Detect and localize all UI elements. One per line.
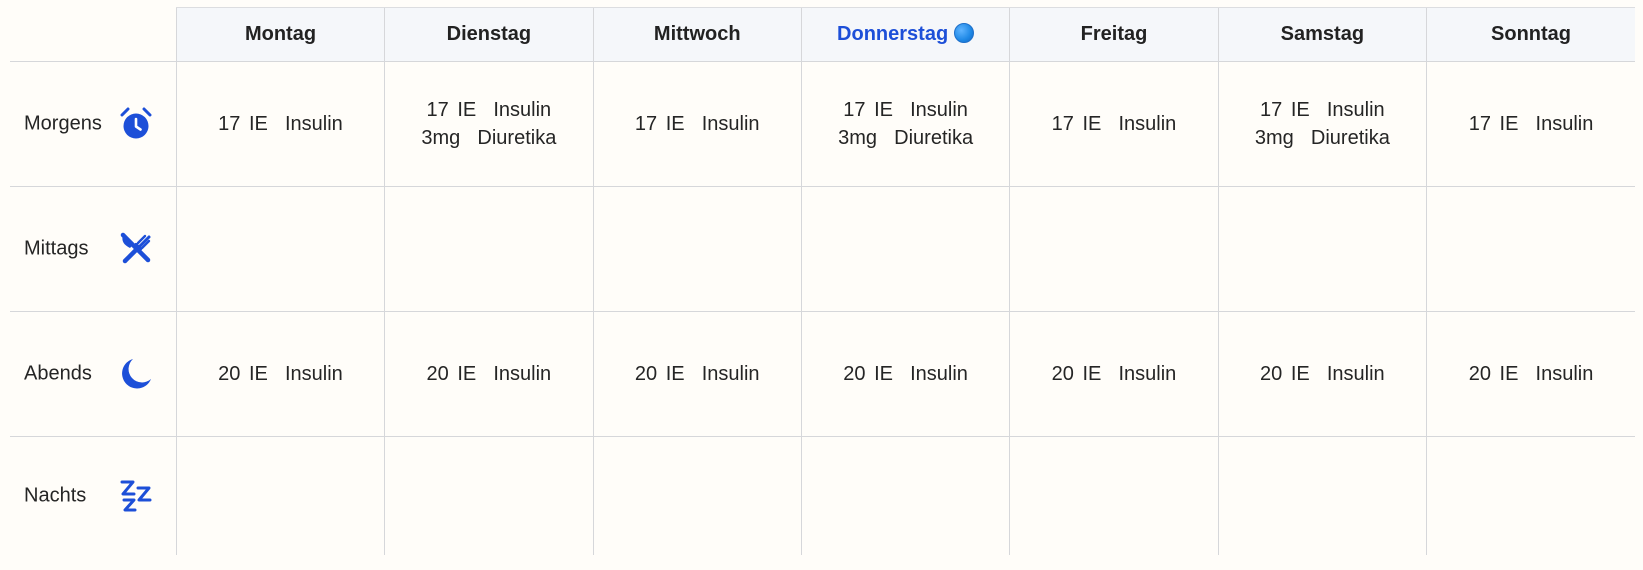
dose-line: 17 IE Insulin	[634, 113, 760, 135]
schedule-cell[interactable]	[592, 436, 802, 555]
header-row: Montag Dienstag Mittwoch Donnerstag Frei…	[10, 7, 1635, 62]
schedule-cell[interactable]	[1009, 186, 1219, 312]
alarm-clock-icon	[118, 106, 154, 142]
dose-line: 17 IE Insulin	[1051, 113, 1177, 135]
row-label: Abends	[24, 362, 92, 385]
fork-knife-icon	[118, 231, 154, 267]
day-label: Donnerstag	[837, 23, 949, 45]
day-label: Sonntag	[1491, 23, 1572, 45]
row-label-cell: Nachts	[10, 437, 176, 556]
schedule-cell[interactable]	[592, 186, 802, 312]
dose-line: 20 IE Insulin	[1260, 363, 1385, 385]
weekly-schedule-table: Montag Dienstag Mittwoch Donnerstag Frei…	[10, 7, 1635, 555]
day-header-montag: Montag	[175, 7, 385, 62]
schedule-cell[interactable]	[175, 186, 385, 312]
day-label: Samstag	[1280, 23, 1365, 45]
schedule-cell[interactable]: 20 IE Insulin	[800, 311, 1010, 437]
row-label-cell: Morgens	[10, 61, 177, 187]
schedule-cell[interactable]: 17 IE Insulin	[592, 61, 802, 187]
dose-line: 3mg Diuretika	[1254, 127, 1390, 149]
sleep-zzz-icon	[118, 478, 154, 514]
schedule-cell[interactable]: 20 IE Insulin	[175, 311, 385, 437]
day-header-dienstag: Dienstag	[384, 7, 594, 62]
dose-line: 17 IE Insulin	[426, 99, 552, 121]
dose-line: 20 IE Insulin	[843, 363, 968, 385]
schedule-cell[interactable]: 17 IE Insulin	[1009, 61, 1219, 187]
day-label: Mittwoch	[653, 23, 741, 45]
schedule-cell[interactable]: 17 IE Insulin	[1426, 61, 1635, 187]
row-label: Morgens	[24, 112, 102, 135]
schedule-cell[interactable]	[384, 186, 594, 312]
schedule-cell[interactable]	[384, 436, 594, 555]
day-header-mittwoch: Mittwoch	[592, 7, 802, 62]
schedule-cell[interactable]: 20 IE Insulin	[1426, 311, 1635, 437]
day-header-donnerstag: Donnerstag	[800, 7, 1010, 62]
dose-line: 20 IE Insulin	[1051, 363, 1177, 385]
day-label: Montag	[244, 23, 317, 45]
corner-cell	[10, 7, 177, 62]
day-label: Freitag	[1080, 23, 1148, 45]
schedule-cell[interactable]	[175, 436, 385, 555]
dose-line: 20 IE Insulin	[218, 363, 343, 385]
row-label: Mittags	[24, 237, 89, 260]
row-mittags: Mittags	[10, 186, 1635, 312]
dose-line: 17 IE Insulin	[1260, 99, 1385, 121]
schedule-cell[interactable]: 17 IE Insulin	[175, 61, 385, 187]
schedule-cell[interactable]	[1217, 186, 1427, 312]
row-nachts: Nachts	[10, 436, 1635, 556]
dose-line: 3mg Diuretika	[421, 127, 557, 149]
schedule-cell[interactable]: 20 IE Insulin	[1009, 311, 1219, 437]
schedule-cell[interactable]	[1426, 436, 1635, 555]
schedule-cell[interactable]	[800, 186, 1010, 312]
dose-line: 17 IE Insulin	[1468, 113, 1594, 135]
medication-plan: Montag Dienstag Mittwoch Donnerstag Frei…	[10, 7, 1635, 555]
schedule-cell[interactable]	[1009, 436, 1219, 555]
dose-line: 20 IE Insulin	[426, 363, 552, 385]
schedule-cell[interactable]	[800, 436, 1010, 555]
day-header-freitag: Freitag	[1009, 7, 1219, 62]
schedule-cell[interactable]	[1426, 186, 1635, 312]
schedule-cell[interactable]: 17 IE Insulin 3mg Diuretika	[384, 61, 594, 187]
schedule-cell[interactable]: 17 IE Insulin 3mg Diuretika	[1217, 61, 1427, 187]
moon-icon	[118, 356, 154, 392]
dose-line: 17 IE Insulin	[843, 99, 968, 121]
dose-line: 17 IE Insulin	[218, 113, 343, 135]
schedule-cell[interactable]: 20 IE Insulin	[384, 311, 594, 437]
row-abends: Abends 20 IE Insulin 20 IE Insulin 20 IE…	[10, 311, 1635, 437]
schedule-cell[interactable]: 20 IE Insulin	[1217, 311, 1427, 437]
day-header-samstag: Samstag	[1217, 7, 1427, 62]
dose-line: 20 IE Insulin	[634, 363, 760, 385]
day-label: Dienstag	[446, 23, 532, 45]
row-label: Nachts	[24, 484, 87, 507]
day-header-sonntag: Sonntag	[1426, 7, 1635, 62]
dose-line: 3mg Diuretika	[838, 127, 974, 149]
today-indicator-icon	[954, 23, 975, 43]
row-label-cell: Abends	[10, 311, 177, 437]
schedule-cell[interactable]: 17 IE Insulin 3mg Diuretika	[800, 61, 1010, 187]
row-morgens: Morgens 17 IE Insulin 17 IE Insulin 3mg D…	[10, 61, 1635, 187]
schedule-cell[interactable]: 20 IE Insulin	[592, 311, 802, 437]
row-label-cell: Mittags	[10, 186, 177, 312]
schedule-cell[interactable]	[1217, 436, 1427, 555]
dose-line: 20 IE Insulin	[1468, 363, 1594, 385]
